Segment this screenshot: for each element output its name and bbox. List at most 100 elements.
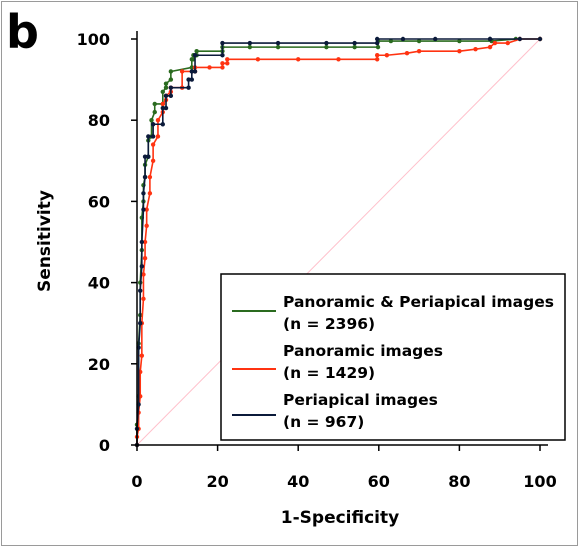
legend-label-panoramic: Panoramic images bbox=[283, 342, 443, 360]
data-point-periapical bbox=[150, 122, 156, 127]
data-point-panoramic bbox=[374, 53, 380, 58]
data-point-panoramic bbox=[144, 207, 149, 212]
data-point-periapical bbox=[189, 69, 195, 74]
y-tick-label: 20 bbox=[88, 355, 110, 374]
data-point-periapical bbox=[142, 154, 148, 159]
y-tick-label: 80 bbox=[88, 111, 110, 130]
data-point-combined bbox=[416, 38, 422, 44]
series-line-combined bbox=[136, 38, 540, 445]
data-point-panoramic bbox=[225, 61, 230, 66]
data-point-periapical bbox=[374, 40, 380, 46]
data-point-periapical bbox=[220, 40, 225, 46]
reference-layer bbox=[136, 38, 541, 446]
data-point-panoramic bbox=[220, 61, 225, 66]
data-point-periapical bbox=[163, 93, 169, 99]
axis-layer: 0 20 40 60 80 100 0 20 40 60 80 100 bbox=[77, 30, 557, 491]
data-point-panoramic bbox=[225, 57, 230, 62]
data-point-periapical bbox=[186, 77, 191, 82]
data-point-periapical bbox=[138, 288, 143, 293]
data-point-periapical bbox=[146, 134, 151, 139]
data-point-panoramic bbox=[296, 57, 301, 62]
data-point-panoramic bbox=[147, 191, 153, 196]
legend-label-periapical: Periapical images bbox=[283, 391, 438, 409]
data-point-panoramic bbox=[220, 65, 225, 70]
data-point-periapical bbox=[160, 122, 165, 127]
data-point-combined bbox=[375, 44, 381, 50]
y-axis-title: Sensitivity bbox=[35, 190, 55, 292]
data-point-periapical bbox=[220, 53, 225, 58]
data-point-periapical bbox=[352, 40, 357, 46]
data-point-panoramic bbox=[141, 272, 146, 277]
data-point-combined bbox=[275, 44, 281, 50]
data-point-periapical bbox=[163, 105, 169, 111]
data-point-combined bbox=[163, 81, 169, 86]
data-point-combined bbox=[247, 44, 253, 50]
data-point-periapical bbox=[192, 69, 198, 74]
series-layer bbox=[134, 36, 543, 448]
data-point-panoramic bbox=[142, 256, 148, 261]
data-point-periapical bbox=[150, 134, 156, 139]
data-point-periapical bbox=[192, 53, 198, 58]
data-point-panoramic bbox=[336, 57, 341, 62]
data-point-panoramic bbox=[150, 142, 156, 147]
data-point-periapical bbox=[160, 105, 165, 111]
x-tick-label: 60 bbox=[368, 472, 390, 491]
data-point-panoramic bbox=[142, 239, 148, 245]
data-point-periapical bbox=[400, 36, 406, 42]
data-point-panoramic bbox=[487, 44, 493, 50]
panel-label: b bbox=[6, 5, 39, 59]
legend-count-periapical: (n = 967) bbox=[283, 413, 364, 431]
data-point-panoramic bbox=[505, 40, 510, 46]
y-tick-label: 100 bbox=[77, 30, 110, 49]
data-point-periapical bbox=[189, 77, 195, 82]
data-point-panoramic bbox=[374, 57, 380, 62]
data-point-periapical bbox=[186, 85, 191, 90]
data-point-panoramic bbox=[207, 65, 212, 70]
legend-label-combined: Panoramic & Periapical images bbox=[283, 293, 554, 311]
data-point-panoramic bbox=[457, 48, 462, 54]
data-point-panoramic bbox=[160, 101, 165, 107]
y-tick-label: 40 bbox=[88, 274, 110, 293]
reference-diagonal bbox=[136, 38, 541, 446]
data-point-panoramic bbox=[384, 53, 390, 58]
data-point-periapical bbox=[146, 154, 151, 159]
data-point-panoramic bbox=[179, 69, 185, 74]
x-tick-label: 80 bbox=[448, 472, 470, 491]
data-point-combined bbox=[189, 65, 195, 70]
data-point-panoramic bbox=[255, 57, 261, 62]
data-point-panoramic bbox=[416, 48, 422, 54]
data-point-periapical bbox=[487, 36, 493, 42]
y-tick-label: 0 bbox=[99, 436, 110, 455]
data-point-panoramic bbox=[155, 118, 161, 123]
data-point-combined bbox=[168, 77, 174, 82]
data-point-periapical bbox=[141, 207, 146, 212]
data-point-panoramic bbox=[404, 51, 410, 56]
x-tick-label: 0 bbox=[131, 472, 142, 491]
data-point-panoramic bbox=[139, 353, 145, 358]
data-point-panoramic bbox=[492, 40, 498, 46]
data-point-combined bbox=[324, 44, 329, 50]
data-point-periapical bbox=[537, 36, 543, 42]
data-point-periapical bbox=[168, 93, 174, 99]
legend-count-panoramic: (n = 1429) bbox=[283, 364, 375, 382]
data-point-combined bbox=[457, 38, 462, 44]
x-tick-label: 100 bbox=[523, 472, 556, 491]
data-point-combined bbox=[194, 48, 199, 54]
data-point-combined bbox=[152, 101, 157, 107]
data-point-periapical bbox=[374, 36, 380, 42]
data-point-combined bbox=[149, 118, 154, 123]
data-point-panoramic bbox=[147, 174, 153, 180]
data-point-combined bbox=[388, 38, 394, 44]
data-point-panoramic bbox=[141, 296, 146, 302]
data-point-panoramic bbox=[144, 223, 149, 228]
legend-box bbox=[220, 273, 566, 441]
data-point-panoramic bbox=[155, 134, 161, 139]
data-point-periapical bbox=[517, 36, 523, 42]
data-point-periapical bbox=[433, 36, 438, 42]
x-tick-label: 40 bbox=[287, 472, 309, 491]
data-point-combined bbox=[163, 85, 169, 90]
y-tick-label: 60 bbox=[88, 192, 110, 211]
data-point-combined bbox=[168, 69, 174, 74]
